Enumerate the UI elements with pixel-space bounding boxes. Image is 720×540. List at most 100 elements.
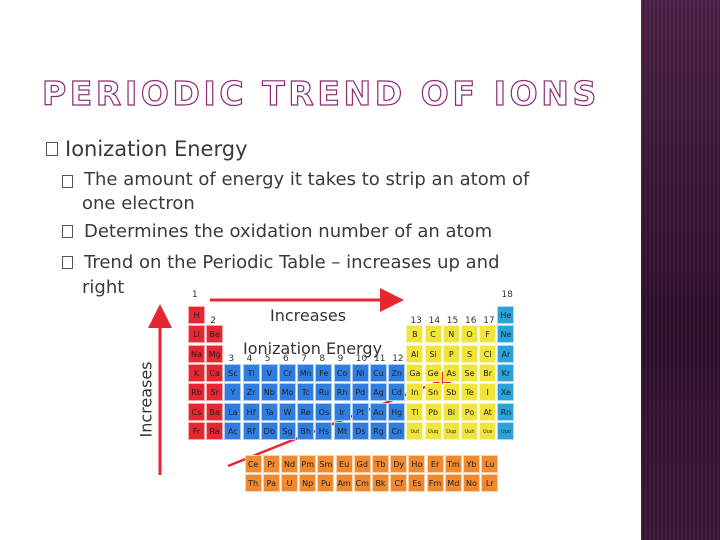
element-cell: Ni: [351, 363, 369, 382]
element-cell: B: [406, 325, 424, 344]
element-cell: Cr: [279, 363, 296, 382]
element-cell: Ti: [242, 363, 260, 382]
element-cell: Th: [244, 474, 262, 493]
element-cell: Sb: [442, 383, 460, 402]
element-cell: Yb: [463, 455, 480, 474]
element-cell: U: [281, 474, 298, 493]
decorative-side-bar: [641, 0, 720, 540]
element-cell: Lu: [481, 455, 499, 474]
element-cell: Cm: [353, 474, 371, 493]
element-cell: Y: [224, 383, 242, 402]
element-cell: Fm: [426, 474, 444, 493]
increases-side-label: Increases: [136, 361, 156, 438]
element-cell: Ce: [244, 455, 262, 474]
element-cell: Bh: [297, 421, 315, 440]
element-cell: Nb: [260, 383, 278, 402]
element-cell: Bk: [372, 474, 389, 493]
element-cell: I: [479, 383, 497, 402]
element-cell: P: [442, 344, 460, 363]
group-number-label: 10: [355, 354, 368, 364]
element-cell: Uus: [479, 421, 497, 440]
element-cell: Fe: [315, 363, 333, 382]
element-cell: Ag: [370, 383, 387, 402]
element-cell: Pr: [262, 455, 280, 474]
element-cell: Si: [424, 344, 442, 363]
element-cell: In: [406, 383, 424, 402]
element-cell: Sg: [279, 421, 296, 440]
element-cell: Sn: [424, 383, 442, 402]
element-cell: V: [260, 363, 278, 382]
ionization-energy-label: Ionization Energy: [240, 339, 386, 358]
element-cell: Br: [479, 363, 497, 382]
element-cell: Cu: [370, 363, 387, 382]
group-number-label: 7: [301, 354, 307, 364]
element-cell: N: [442, 325, 460, 344]
group-number-label: 8: [319, 354, 326, 364]
element-cell: Np: [299, 474, 317, 493]
element-cell: Rn: [497, 402, 515, 421]
element-cell: Pd: [351, 383, 369, 402]
element-cell: Ta: [260, 402, 278, 421]
element-cell: Co: [333, 363, 351, 382]
bullet-box-icon: [62, 175, 73, 188]
element-cell: Am: [335, 474, 353, 493]
group-number-label: 16: [465, 316, 477, 326]
element-cell: Mo: [279, 383, 296, 402]
element-cell: Be: [206, 325, 224, 344]
element-cell: Zr: [242, 383, 260, 402]
element-cell: Sr: [206, 383, 224, 402]
element-cell: Li: [188, 325, 205, 344]
element-cell: Mn: [297, 363, 315, 382]
element-cell: Ge: [424, 363, 442, 382]
group-number-label: 3: [228, 354, 235, 364]
element-cell: Dy: [390, 455, 408, 474]
group-number-label: 13: [410, 316, 422, 326]
element-cell: Tm: [444, 455, 462, 474]
sub-bullet-text: Determines the oxidation number of an at…: [84, 221, 493, 242]
element-cell: Rg: [370, 421, 387, 440]
group-number-label: 6: [283, 354, 289, 364]
element-cell: Es: [408, 474, 426, 493]
element-cell: He: [497, 306, 515, 324]
element-cell: Kr: [497, 363, 515, 382]
element-cell: La: [224, 402, 242, 421]
bullet-box-icon: [62, 225, 73, 238]
group-number-label: 2: [210, 316, 216, 326]
element-cell: Tc: [297, 383, 315, 402]
element-cell: C: [424, 325, 442, 344]
element-cell: Cd: [388, 383, 406, 402]
bullet-main: Ionization Energy: [46, 134, 626, 164]
element-cell: Po: [461, 402, 478, 421]
element-cell: Db: [260, 421, 278, 440]
element-cell: Uuo: [497, 421, 515, 440]
element-cell: Ac: [224, 421, 242, 440]
element-cell: Cn: [388, 421, 406, 440]
group-number-label: 14: [428, 316, 441, 326]
element-cell: Ga: [406, 363, 424, 382]
element-cell: Eu: [335, 455, 353, 474]
element-cell: W: [279, 402, 296, 421]
element-cell: Xe: [497, 383, 515, 402]
bullet-box-icon: [46, 142, 58, 156]
group-number-label: 4: [246, 354, 253, 364]
element-cell: Sc: [224, 363, 242, 382]
sub-bullet: Determines the oxidation number of an at…: [46, 215, 626, 248]
group-number-label: 11: [374, 354, 386, 364]
element-cell: Ra: [206, 421, 224, 440]
element-cell: Rb: [188, 383, 205, 402]
element-cell: Ar: [497, 344, 515, 363]
sub-bullet: The amount of energy it takes to strip a…: [46, 165, 626, 217]
element-cell: Na: [188, 344, 205, 363]
element-cell: Pb: [424, 402, 442, 421]
element-cell: Al: [406, 344, 424, 363]
element-cell: Pa: [262, 474, 280, 493]
element-cell: At: [479, 402, 497, 421]
sub-bullet-text-line2: one electron: [82, 193, 195, 214]
group-number-label: 9: [337, 354, 344, 364]
group-number-label: 1: [192, 290, 198, 300]
element-cell: Hf: [242, 402, 260, 421]
group-number-label: 18: [501, 290, 513, 300]
element-cell: S: [461, 344, 478, 363]
element-cell: Mt: [333, 421, 351, 440]
element-cell: Zn: [388, 363, 406, 382]
